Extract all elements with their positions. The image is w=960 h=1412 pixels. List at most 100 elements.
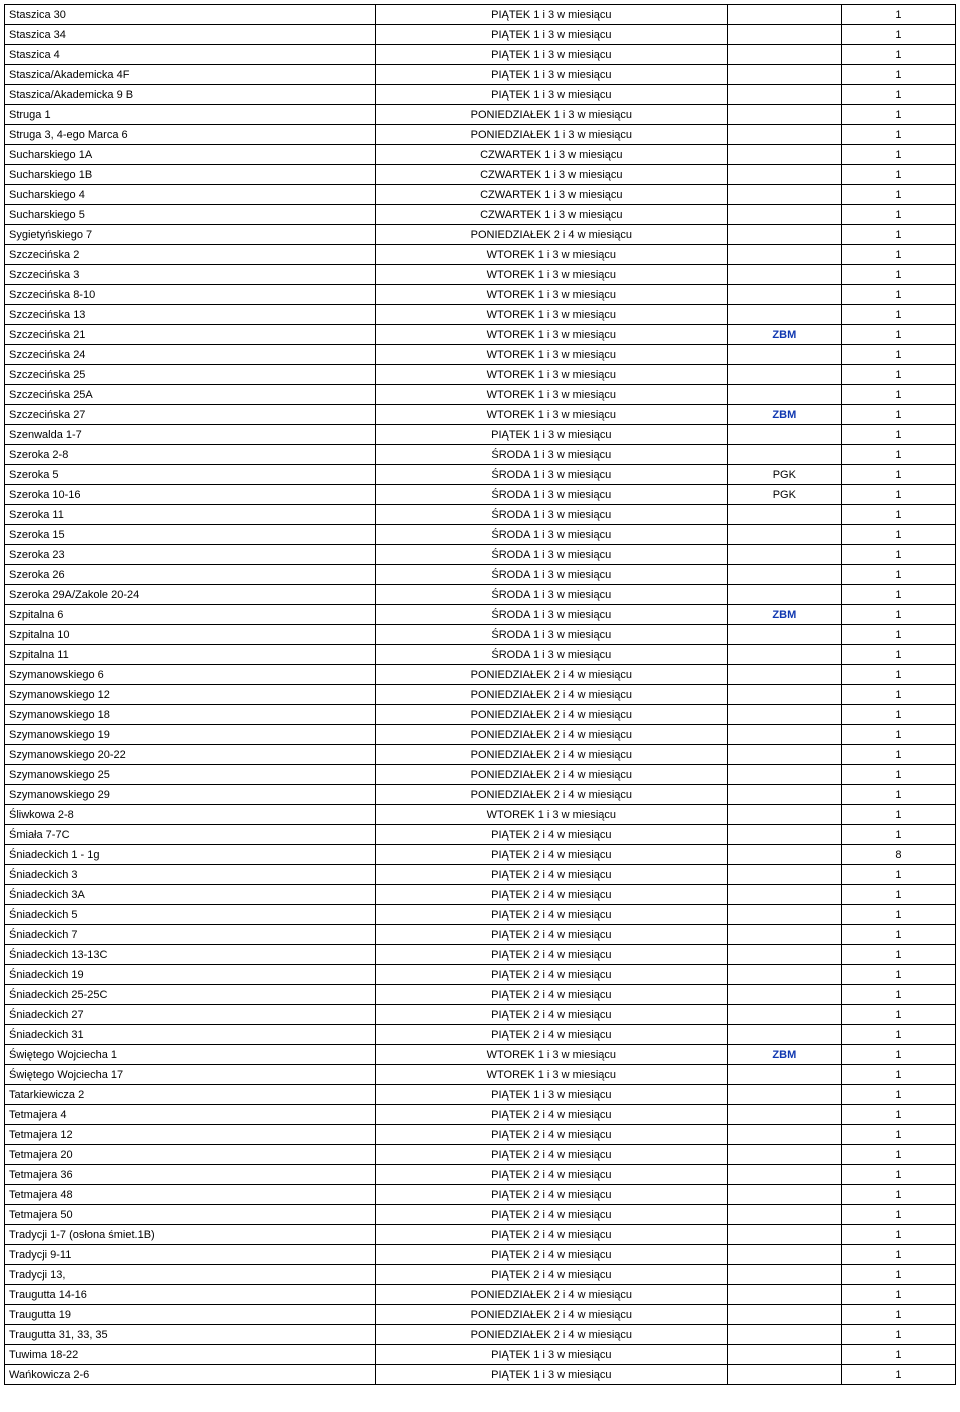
cell-address: Sucharskiego 5 (5, 205, 376, 225)
table-row: Szymanowskiego 20-22PONIEDZIAŁEK 2 i 4 w… (5, 745, 956, 765)
cell-schedule: WTOREK 1 i 3 w miesiącu (375, 285, 727, 305)
cell-qty: 1 (841, 705, 955, 725)
cell-qty: 1 (841, 1145, 955, 1165)
cell-qty: 1 (841, 665, 955, 685)
table-row: Tetmajera 4PIĄTEK 2 i 4 w miesiącu1 (5, 1105, 956, 1125)
cell-qty: 1 (841, 165, 955, 185)
cell-address: Szczecińska 3 (5, 265, 376, 285)
cell-address: Tuwima 18-22 (5, 1345, 376, 1365)
cell-qty: 1 (841, 1105, 955, 1125)
cell-qty: 1 (841, 965, 955, 985)
cell-schedule: PIĄTEK 1 i 3 w miesiącu (375, 1345, 727, 1365)
cell-qty: 1 (841, 1205, 955, 1225)
cell-schedule: PIĄTEK 2 i 4 w miesiącu (375, 845, 727, 865)
cell-tag (727, 225, 841, 245)
cell-tag (727, 725, 841, 745)
cell-address: Szczecińska 13 (5, 305, 376, 325)
cell-schedule: WTOREK 1 i 3 w miesiącu (375, 245, 727, 265)
cell-address: Śniadeckich 3 (5, 865, 376, 885)
cell-schedule: ŚRODA 1 i 3 w miesiącu (375, 505, 727, 525)
table-row: Staszica/Akademicka 9 BPIĄTEK 1 i 3 w mi… (5, 85, 956, 105)
cell-schedule: WTOREK 1 i 3 w miesiącu (375, 265, 727, 285)
table-row: Tatarkiewicza 2PIĄTEK 1 i 3 w miesiącu1 (5, 1085, 956, 1105)
table-row: Szeroka 2-8ŚRODA 1 i 3 w miesiącu1 (5, 445, 956, 465)
cell-address: Szymanowskiego 12 (5, 685, 376, 705)
cell-tag (727, 745, 841, 765)
cell-tag (727, 305, 841, 325)
cell-address: Szczecińska 8-10 (5, 285, 376, 305)
cell-schedule: PIĄTEK 2 i 4 w miesiącu (375, 825, 727, 845)
table-row: Wańkowicza 2-6PIĄTEK 1 i 3 w miesiącu1 (5, 1365, 956, 1385)
cell-tag (727, 765, 841, 785)
cell-address: Struga 1 (5, 105, 376, 125)
cell-qty: 1 (841, 225, 955, 245)
cell-schedule: WTOREK 1 i 3 w miesiącu (375, 805, 727, 825)
cell-qty: 1 (841, 725, 955, 745)
cell-tag (727, 905, 841, 925)
table-row: Staszica 30PIĄTEK 1 i 3 w miesiącu1 (5, 5, 956, 25)
cell-tag (727, 1305, 841, 1325)
cell-qty: 1 (841, 925, 955, 945)
table-row: Tradycji 9-11PIĄTEK 2 i 4 w miesiącu1 (5, 1245, 956, 1265)
cell-qty: 1 (841, 765, 955, 785)
table-row: Struga 1PONIEDZIAŁEK 1 i 3 w miesiącu1 (5, 105, 956, 125)
cell-address: Szczecińska 2 (5, 245, 376, 265)
cell-tag (727, 1185, 841, 1205)
cell-address: Szpitalna 10 (5, 625, 376, 645)
cell-tag: ZBM (727, 1045, 841, 1065)
cell-qty: 1 (841, 1305, 955, 1325)
cell-schedule: WTOREK 1 i 3 w miesiącu (375, 305, 727, 325)
cell-schedule: PIĄTEK 2 i 4 w miesiącu (375, 1005, 727, 1025)
cell-tag (727, 185, 841, 205)
cell-address: Świętego Wojciecha 1 (5, 1045, 376, 1065)
table-row: Sucharskiego 1ACZWARTEK 1 i 3 w miesiącu… (5, 145, 956, 165)
cell-tag (727, 565, 841, 585)
cell-qty: 1 (841, 1225, 955, 1245)
cell-tag (727, 1005, 841, 1025)
cell-schedule: PONIEDZIAŁEK 1 i 3 w miesiącu (375, 105, 727, 125)
cell-schedule: PIĄTEK 2 i 4 w miesiącu (375, 905, 727, 925)
cell-schedule: ŚRODA 1 i 3 w miesiącu (375, 645, 727, 665)
cell-tag (727, 125, 841, 145)
cell-tag (727, 585, 841, 605)
cell-tag (727, 985, 841, 1005)
cell-address: Sucharskiego 1A (5, 145, 376, 165)
table-row: Szczecińska 3WTOREK 1 i 3 w miesiącu 1 (5, 265, 956, 285)
table-row: Szpitalna 6ŚRODA 1 i 3 w miesiącuZBM1 (5, 605, 956, 625)
table-row: Śniadeckich 3APIĄTEK 2 i 4 w miesiącu1 (5, 885, 956, 905)
table-row: Struga 3, 4-ego Marca 6PONIEDZIAŁEK 1 i … (5, 125, 956, 145)
cell-tag (727, 1145, 841, 1165)
cell-schedule: PONIEDZIAŁEK 2 i 4 w miesiącu (375, 685, 727, 705)
cell-tag (727, 385, 841, 405)
cell-schedule: PONIEDZIAŁEK 2 i 4 w miesiącu (375, 725, 727, 745)
table-row: Szeroka 10-16ŚRODA 1 i 3 w miesiącuPGK1 (5, 485, 956, 505)
cell-address: Szymanowskiego 18 (5, 705, 376, 725)
cell-schedule: PIĄTEK 1 i 3 w miesiącu (375, 65, 727, 85)
table-row: Szymanowskiego 29PONIEDZIAŁEK 2 i 4 w mi… (5, 785, 956, 805)
cell-address: Tetmajera 48 (5, 1185, 376, 1205)
cell-schedule: CZWARTEK 1 i 3 w miesiącu (375, 145, 727, 165)
cell-schedule: ŚRODA 1 i 3 w miesiącu (375, 445, 727, 465)
cell-tag (727, 545, 841, 565)
table-row: Szczecińska 27WTOREK 1 i 3 w miesiącuZBM… (5, 405, 956, 425)
cell-address: Tradycji 1-7 (osłona śmiet.1B) (5, 1225, 376, 1245)
cell-qty: 1 (841, 1125, 955, 1145)
table-row: Szenwalda 1-7PIĄTEK 1 i 3 w miesiącu1 (5, 425, 956, 445)
cell-qty: 1 (841, 1085, 955, 1105)
cell-address: Śniadeckich 27 (5, 1005, 376, 1025)
cell-address: Szczecińska 21 (5, 325, 376, 345)
cell-address: Szczecińska 27 (5, 405, 376, 425)
cell-tag (727, 145, 841, 165)
cell-address: Tatarkiewicza 2 (5, 1085, 376, 1105)
cell-qty: 1 (841, 745, 955, 765)
cell-tag (727, 85, 841, 105)
table-row: Szeroka 23ŚRODA 1 i 3 w miesiącu1 (5, 545, 956, 565)
cell-tag (727, 1365, 841, 1385)
cell-qty: 8 (841, 845, 955, 865)
cell-qty: 1 (841, 585, 955, 605)
cell-schedule: PONIEDZIAŁEK 1 i 3 w miesiącu (375, 125, 727, 145)
table-row: Szymanowskiego 18PONIEDZIAŁEK 2 i 4 w mi… (5, 705, 956, 725)
cell-qty: 1 (841, 265, 955, 285)
cell-address: Szpitalna 6 (5, 605, 376, 625)
cell-qty: 1 (841, 885, 955, 905)
